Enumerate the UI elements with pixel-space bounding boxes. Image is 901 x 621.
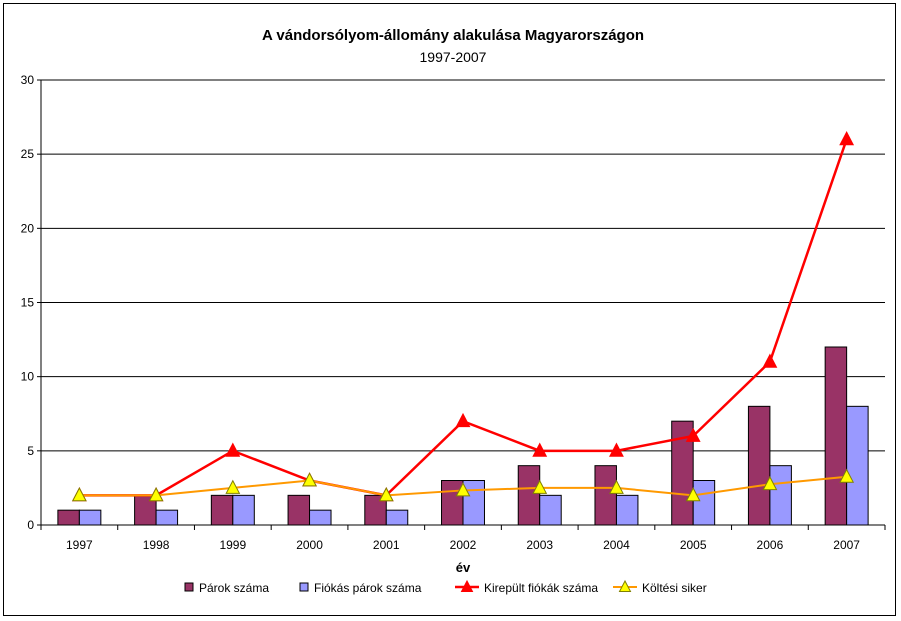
- point-koltesi-siker: [762, 475, 778, 491]
- point-koltesi-siker: [71, 487, 87, 502]
- bar-fiokas-parok: [232, 494, 255, 526]
- bar-parok: [594, 465, 617, 526]
- bar-parok: [441, 480, 464, 526]
- point-kirepult: [609, 442, 624, 457]
- y-tick-label: 25: [21, 147, 35, 161]
- bars: [57, 346, 869, 526]
- line-kirepult: [79, 138, 848, 497]
- bar-fiokas-parok: [539, 494, 562, 526]
- axes: 0 5 10 15 20 25 30 1997 1998 1999 2000 2001 2002 2003…: [21, 73, 886, 552]
- y-tick-label: 10: [21, 370, 35, 384]
- bar-parok: [210, 494, 234, 526]
- point-kirepult: [685, 427, 701, 442]
- bar-fiokas-parok: [155, 509, 179, 526]
- y-tick-label: 5: [27, 444, 34, 458]
- legend-label-parok: Párok száma: [199, 581, 269, 595]
- bar-fiokas-parok: [615, 494, 639, 526]
- point-kirepult: [225, 442, 241, 457]
- lines: [71, 131, 855, 502]
- bar-fiokas-parok: [769, 465, 792, 526]
- x-tick-label: 2000: [296, 538, 323, 552]
- chart-title: A vándorsólyom-állomány alakulása Magyar…: [262, 27, 644, 44]
- x-tick-label: 2003: [526, 538, 553, 552]
- x-tick-label: 1997: [66, 538, 93, 552]
- bar-parok: [747, 405, 771, 526]
- legend: Párok száma Fiókás párok száma Kirepült fi…: [184, 579, 707, 595]
- legend-marker-koltesi-siker: [618, 579, 632, 592]
- legend-label-kirepult: Kirepült fiókák száma: [484, 581, 598, 595]
- point-kirepult: [532, 442, 548, 457]
- x-tick-label: 2007: [833, 538, 860, 552]
- legend-swatch-parok: [184, 582, 194, 592]
- y-tick-label: 15: [21, 296, 35, 310]
- gridlines: [41, 79, 885, 452]
- bar-fiokas-parok: [462, 480, 485, 526]
- bar-fiokas-parok: [385, 509, 409, 526]
- point-koltesi-siker: [609, 479, 624, 494]
- legend-marker-kirepult: [460, 579, 474, 592]
- x-tick-label: 2002: [450, 538, 477, 552]
- point-kirepult: [455, 412, 471, 428]
- bar-fiokas-parok: [846, 405, 869, 526]
- y-tick-label: 30: [21, 73, 35, 87]
- point-koltesi-siker: [378, 487, 394, 502]
- x-tick-label: 2006: [757, 538, 784, 552]
- x-tick-label: 2005: [680, 538, 707, 552]
- point-koltesi-siker: [302, 472, 317, 487]
- x-tick-label: 1998: [143, 538, 170, 552]
- chart-subtitle: 1997-2007: [420, 49, 487, 65]
- point-koltesi-siker: [685, 487, 701, 502]
- bar-parok: [57, 509, 80, 526]
- x-tick-label: 1999: [219, 538, 246, 552]
- point-kirepult: [762, 353, 778, 368]
- x-tick-label: 2001: [373, 538, 400, 552]
- legend-label-koltesi-siker: Költési siker: [642, 581, 707, 595]
- bar-parok: [824, 346, 848, 526]
- bar-fiokas-parok: [78, 509, 102, 526]
- x-tick-label: 2004: [603, 538, 630, 552]
- point-kirepult: [839, 131, 855, 146]
- bar-fiokas-parok: [309, 509, 332, 526]
- point-koltesi-siker: [532, 479, 548, 494]
- bar-fiokas-parok: [692, 480, 716, 526]
- point-koltesi-siker: [455, 482, 471, 497]
- point-koltesi-siker: [225, 479, 241, 494]
- legend-label-fiokas-parok: Fiókás párok száma: [314, 581, 422, 595]
- legend-swatch-fiokas-parok: [299, 582, 309, 592]
- point-koltesi-siker: [839, 468, 855, 483]
- point-koltesi-siker: [148, 487, 164, 502]
- x-axis-label: év: [456, 560, 471, 575]
- y-tick-label: 0: [27, 518, 34, 532]
- y-tick-label: 20: [21, 221, 35, 235]
- bar-parok: [517, 465, 541, 526]
- bar-parok: [287, 494, 311, 526]
